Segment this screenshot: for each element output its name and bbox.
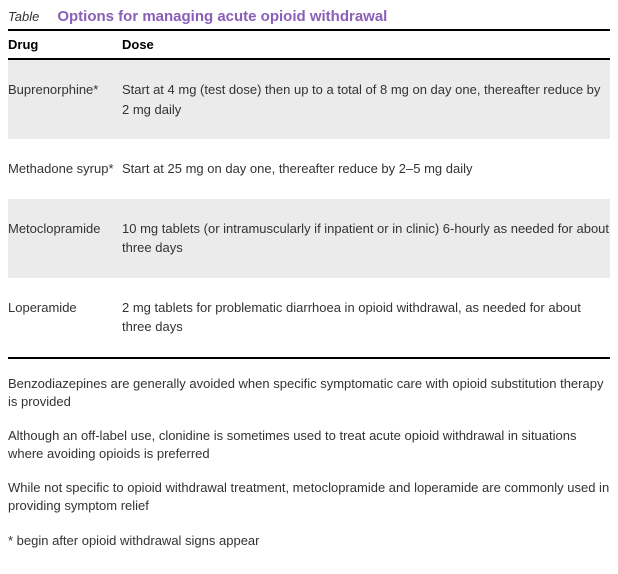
- cell-drug: Buprenorphine*: [8, 80, 122, 119]
- table-label: Table: [8, 9, 39, 24]
- table-row: Metoclopramide 10 mg tablets (or intramu…: [8, 199, 610, 278]
- cell-dose: 10 mg tablets (or intramuscularly if inp…: [122, 219, 610, 258]
- cell-dose: Start at 25 mg on day one, thereafter re…: [122, 159, 610, 179]
- cell-dose: Start at 4 mg (test dose) then up to a t…: [122, 80, 610, 119]
- table-header: Table Options for managing acute opioid …: [8, 8, 610, 31]
- note: While not specific to opioid withdrawal …: [8, 479, 610, 515]
- table-title: Options for managing acute opioid withdr…: [57, 8, 387, 25]
- note: Benzodiazepines are generally avoided wh…: [8, 375, 610, 411]
- cell-dose: 2 mg tablets for problematic diarrhoea i…: [122, 298, 610, 337]
- note: Although an off-label use, clonidine is …: [8, 427, 610, 463]
- cell-drug: Methadone syrup*: [8, 159, 122, 179]
- column-header-dose: Dose: [122, 37, 610, 52]
- table-row: Buprenorphine* Start at 4 mg (test dose)…: [8, 60, 610, 139]
- table-row: Methadone syrup* Start at 25 mg on day o…: [8, 139, 610, 199]
- cell-drug: Metoclopramide: [8, 219, 122, 258]
- notes-divider: [8, 357, 610, 359]
- column-header-drug: Drug: [8, 37, 122, 52]
- note: * begin after opioid withdrawal signs ap…: [8, 532, 610, 550]
- cell-drug: Loperamide: [8, 298, 122, 337]
- table-row: Loperamide 2 mg tablets for problematic …: [8, 278, 610, 357]
- column-headers: Drug Dose: [8, 31, 610, 60]
